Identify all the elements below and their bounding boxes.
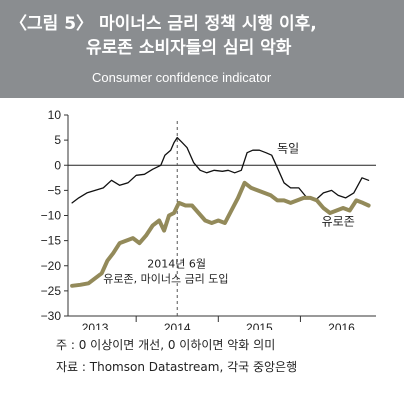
y-tick-label: 5	[54, 133, 61, 147]
x-tick-label: 2015	[246, 321, 273, 330]
footnote: 주 : 0 이상이면 개선, 0 이하이면 악화 의미	[56, 338, 276, 352]
y-tick-label: −15	[41, 234, 62, 248]
y-tick-label: 0	[54, 158, 61, 172]
annotation-text-line-1: 2014년 6월	[147, 257, 206, 270]
axes: 10 5 0 −5 −10 −15 −20 −25 −30 2013 2014 2015 2016	[41, 108, 376, 330]
y-tick-label: −20	[41, 259, 62, 273]
chart-subtitle: Consumer confidence indicator	[92, 70, 272, 85]
series-line-2	[70, 180, 371, 288]
y-tick-label: −25	[41, 284, 62, 298]
x-tick-label: 2013	[82, 321, 109, 330]
annotation-text-line-2: 유로존, 마이너스 금리 도입	[103, 272, 228, 285]
source-note: 자료 : Thomson Datastream, 각국 중앙은행	[56, 360, 298, 374]
x-tick-label: 2016	[328, 321, 355, 330]
y-tick-label: −5	[47, 183, 61, 197]
title-line-1: 〈그림 5〉 마이너스 금리 정책 시행 이후,	[10, 14, 317, 34]
chart-title: 〈그림 5〉 마이너스 금리 정책 시행 이후, 유로존 소비자들의 심리 악화	[10, 12, 317, 60]
y-tick-label: −30	[41, 309, 62, 323]
x-tick-label: 2014	[164, 321, 191, 330]
y-tick-label: −10	[41, 209, 62, 223]
title-bar: 〈그림 5〉 마이너스 금리 정책 시행 이후, 유로존 소비자들의 심리 악화…	[0, 0, 404, 98]
series-label-2: 유로존	[322, 215, 355, 229]
line-chart: 10 5 0 −5 −10 −15 −20 −25 −30 2013 2014 2015 2016 20…	[41, 108, 376, 330]
series-label-1: 독일	[277, 142, 299, 156]
title-line-2: 유로존 소비자들의 심리 악화	[86, 38, 292, 58]
y-tick-label: 10	[48, 108, 62, 122]
series-line-1	[71, 136, 370, 204]
